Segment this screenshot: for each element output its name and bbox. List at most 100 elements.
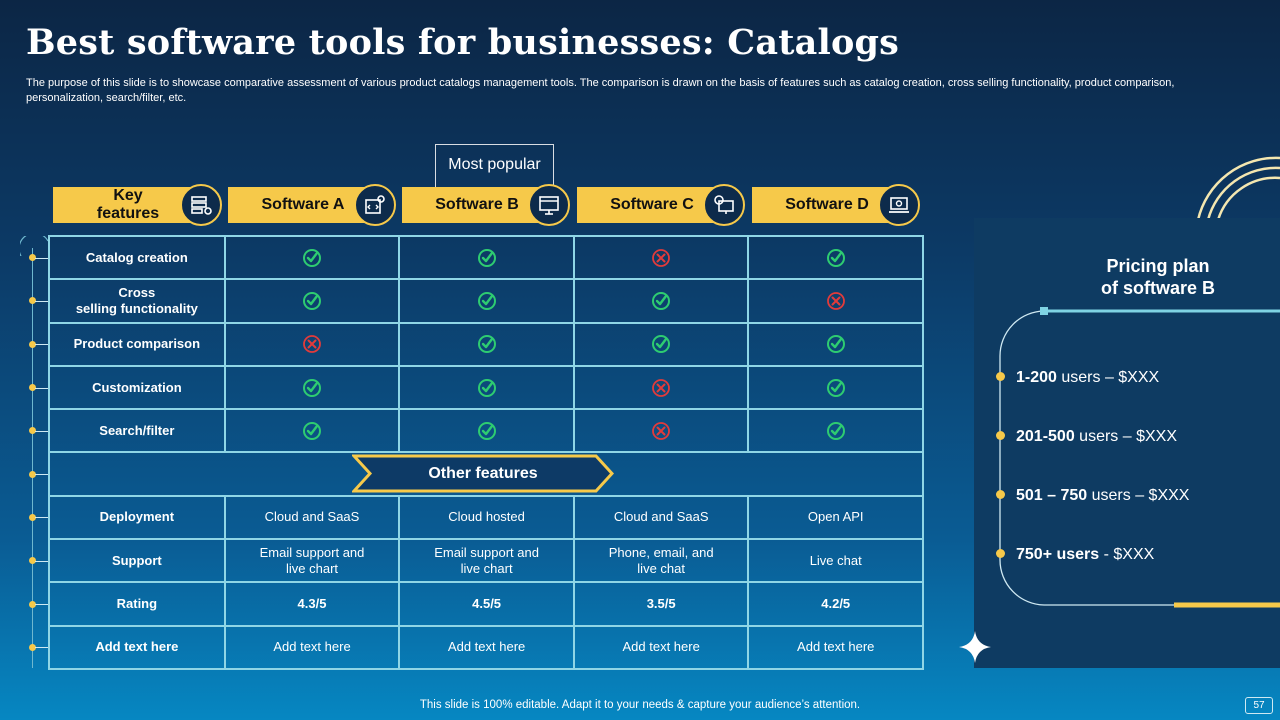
banner-chevron-shape <box>352 454 614 493</box>
table-cell: Live chat <box>747 538 924 584</box>
table-row: Catalog creation <box>48 234 924 281</box>
header-software-b: Software B <box>402 187 552 223</box>
header-software-d: Software D <box>752 187 902 223</box>
table-row: Add text here Add text here Add text her… <box>48 624 924 670</box>
mark-cell <box>398 408 575 454</box>
timeline-connector <box>35 517 48 519</box>
other-features-banner: Other features <box>352 454 614 493</box>
price-bullet <box>996 372 1005 381</box>
price-item: 1-200 users – $XXX <box>1016 369 1159 387</box>
pricing-title-line1: Pricing plan <box>1106 256 1210 276</box>
mark-cell <box>572 234 750 281</box>
price-item: 201-500 users – $XXX <box>1016 428 1177 446</box>
decorative-arcs <box>1196 156 1280 220</box>
code-settings-icon <box>354 184 396 226</box>
mark-cell <box>747 408 924 454</box>
check-circle-icon <box>651 291 671 311</box>
mark-cell <box>223 364 401 411</box>
timeline-connector <box>35 647 48 649</box>
feature-label: Support <box>48 538 226 584</box>
feature-label-line2: selling functionality <box>75 300 198 316</box>
other-features-label: Other features <box>428 464 538 482</box>
laptop-settings-icon <box>878 184 920 226</box>
support-line1: Email support and <box>434 544 539 560</box>
check-circle-icon <box>302 248 322 268</box>
price-item-users: 750+ users <box>1016 546 1100 563</box>
timeline-line <box>32 248 33 668</box>
footer-note: This slide is 100% editable. Adapt it to… <box>419 699 861 711</box>
check-circle-icon <box>477 334 497 354</box>
mark-cell <box>747 278 924 324</box>
pricing-title: Pricing plan of software B <box>1062 255 1254 299</box>
support-line2: live chart <box>460 560 513 576</box>
table-row: Cross selling functionality <box>48 278 924 324</box>
server-gear-icon <box>180 184 222 226</box>
table-cell: Open API <box>747 494 924 541</box>
table-cell: Phone, email, and live chat <box>572 538 750 584</box>
mark-cell <box>223 321 401 367</box>
support-line1: Email support and <box>259 544 365 560</box>
header-software-d-label: Software D <box>785 196 869 213</box>
mark-cell <box>747 234 924 281</box>
check-circle-icon <box>826 334 846 354</box>
price-item-rest: - $XXX <box>1099 546 1155 563</box>
table-cell: Add text here <box>223 624 401 670</box>
timeline-dot <box>29 340 36 348</box>
feature-label: Add text here <box>48 624 226 670</box>
check-circle-icon <box>477 291 497 311</box>
pricing-panel <box>974 218 1280 668</box>
timeline-connector <box>35 300 48 302</box>
cross-circle-icon <box>651 248 671 268</box>
table-row: Customization <box>48 364 924 411</box>
check-circle-icon <box>477 378 497 398</box>
feature-label: Catalog creation <box>48 234 226 281</box>
timeline-dot <box>29 384 36 392</box>
timeline-dot <box>29 513 36 521</box>
mark-cell <box>223 278 401 324</box>
mark-cell <box>223 408 401 454</box>
feature-label: Product comparison <box>48 321 226 367</box>
timeline-dot <box>29 427 36 435</box>
table-cell: Email support and live chart <box>398 538 575 584</box>
support-line1: Live chat <box>809 552 862 568</box>
timeline-dot <box>29 643 36 651</box>
page-number: 57 <box>1245 697 1273 714</box>
rating-cell: 3.5/5 <box>572 581 750 627</box>
table-row: Deployment Cloud and SaaS Cloud hosted C… <box>48 494 924 541</box>
rating-cell: 4.3/5 <box>223 581 401 627</box>
timeline-connector <box>35 430 48 432</box>
header-key-features: Key features <box>53 187 203 223</box>
mark-cell <box>398 278 575 324</box>
feature-label: Cross selling functionality <box>48 278 226 324</box>
header-software-c-label: Software C <box>610 196 694 213</box>
check-circle-icon <box>826 421 846 441</box>
table-cell: Add text here <box>398 624 575 670</box>
table-cell: Cloud hosted <box>398 494 575 541</box>
timeline-connector <box>35 344 48 346</box>
check-circle-icon <box>477 421 497 441</box>
rating-cell: 4.5/5 <box>398 581 575 627</box>
pricing-bracket <box>999 307 1280 608</box>
feature-label: Search/filter <box>48 408 226 454</box>
support-line2: live chat <box>637 560 685 576</box>
timeline-dot <box>29 600 36 608</box>
comparison-table: Catalog creation Cross selling functional… <box>48 234 924 670</box>
price-item-rest: users – $XXX <box>1056 369 1160 386</box>
mark-cell <box>398 321 575 367</box>
price-item-rest: users – $XXX <box>1087 487 1190 504</box>
table-row: Search/filter <box>48 408 924 454</box>
pricing-title-line2: of software B <box>1100 278 1215 298</box>
mark-cell <box>572 408 750 454</box>
rating-cell: 4.2/5 <box>747 581 924 627</box>
table-cell: Add text here <box>747 624 924 670</box>
mark-cell <box>223 234 401 281</box>
price-item-users: 1-200 <box>1016 369 1057 386</box>
cross-circle-icon <box>651 378 671 398</box>
browser-presentation-icon <box>528 184 570 226</box>
header-key-features-line1: Key <box>113 187 143 204</box>
timeline-arc <box>20 236 49 256</box>
check-circle-icon <box>651 334 671 354</box>
check-circle-icon <box>477 248 497 268</box>
monitor-gear-icon <box>703 184 745 226</box>
timeline-connector <box>35 387 48 389</box>
